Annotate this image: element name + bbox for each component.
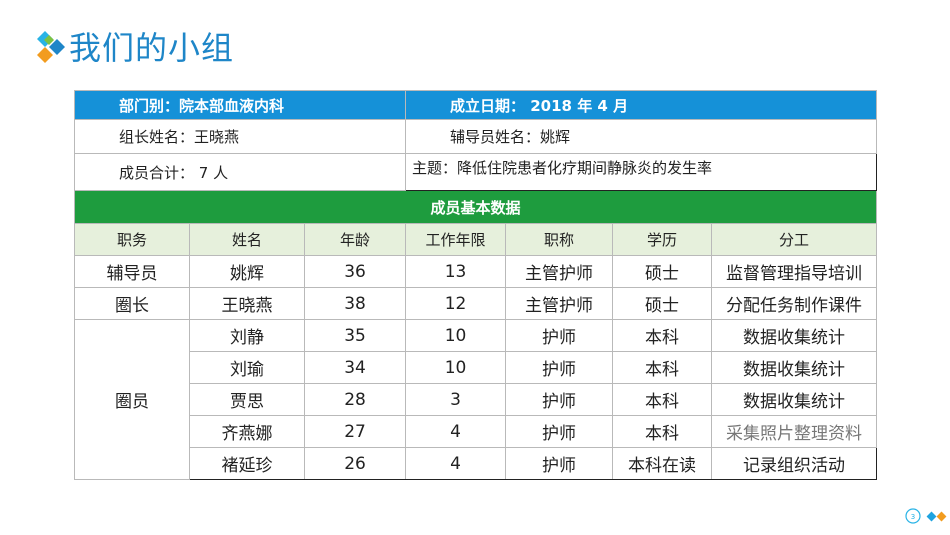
dept-cell: 部门别：院本部血液内科 — [73, 90, 407, 120]
role-cell: 辅导员 — [74, 255, 190, 288]
task-cell: 数据收集统计 — [711, 351, 878, 384]
task-cell: 采集照片整理资料 — [711, 415, 878, 448]
members-cell: 成员合计： 7 人 — [73, 153, 407, 191]
edu-cell: 本科 — [612, 351, 713, 384]
task-cell: 分配任务制作课件 — [711, 287, 878, 320]
age-cell: 26 — [303, 447, 407, 480]
title-cell: 护师 — [505, 447, 614, 480]
info-header-row: 部门别：院本部血液内科 成立日期： 2018 年 4 月 — [73, 90, 878, 120]
topic-cell: 主题：降低住院患者化疗期间静脉炎的发生率 — [405, 153, 878, 191]
title-cell: 护师 — [505, 415, 614, 448]
age-cell: 27 — [303, 415, 407, 448]
age-cell: 38 — [303, 287, 407, 320]
name-cell: 刘瑜 — [189, 351, 305, 384]
section-title-row: 成员基本数据 — [73, 190, 878, 224]
title-cell: 主管护师 — [505, 255, 614, 288]
page-number-badge: 3 — [905, 508, 921, 524]
column-header: 职务 — [74, 223, 190, 256]
title-cell: 护师 — [505, 383, 614, 416]
name-cell: 贾思 — [189, 383, 305, 416]
years-cell: 10 — [405, 319, 507, 352]
title-cell: 主管护师 — [505, 287, 614, 320]
decor-diamond-blue-icon — [926, 511, 937, 522]
years-cell: 13 — [405, 255, 507, 288]
age-cell: 36 — [303, 255, 407, 288]
years-cell: 10 — [405, 351, 507, 384]
name-cell: 褚延珍 — [189, 447, 305, 480]
title-cell: 护师 — [505, 351, 614, 384]
diamond-logo-icon — [37, 31, 65, 63]
name-cell: 齐燕娜 — [189, 415, 305, 448]
table-row: 贾思 28 3 护师 本科 数据收集统计 — [75, 383, 878, 416]
age-cell: 35 — [303, 319, 407, 352]
counselor-cell: 辅导员姓名：姚辉 — [405, 119, 878, 154]
edu-cell: 本科 — [612, 415, 713, 448]
column-header: 年龄 — [303, 223, 407, 256]
info-row: 组长姓名：王晓燕 辅导员姓名：姚辉 — [73, 119, 878, 154]
edu-cell: 硕士 — [612, 287, 713, 320]
group-table: 部门别：院本部血液内科 成立日期： 2018 年 4 月 组长姓名：王晓燕 辅导… — [73, 90, 878, 480]
role-cell: 圈长 — [74, 287, 190, 320]
column-header: 分工 — [711, 223, 878, 256]
years-cell: 3 — [405, 383, 507, 416]
column-header: 工作年限 — [405, 223, 507, 256]
title-cell: 护师 — [505, 319, 614, 352]
table-row: 圈员 刘静 35 10 护师 本科 数据收集统计 — [74, 319, 878, 480]
edu-cell: 硕士 — [612, 255, 713, 288]
age-cell: 34 — [303, 351, 407, 384]
edu-cell: 本科 — [612, 383, 713, 416]
date-cell: 成立日期： 2018 年 4 月 — [405, 90, 878, 120]
column-header: 姓名 — [189, 223, 305, 256]
column-header: 职称 — [505, 223, 614, 256]
decor-diamond-orange-icon — [936, 511, 947, 522]
column-header-row: 职务 姓名 年龄 工作年限 职称 学历 分工 — [74, 223, 878, 256]
column-header: 学历 — [612, 223, 713, 256]
table-row: 齐燕娜 27 4 护师 本科 采集照片整理资料 — [75, 415, 878, 448]
edu-cell: 本科在读 — [612, 447, 713, 480]
years-cell: 12 — [405, 287, 507, 320]
table-row: 褚延珍 26 4 护师 本科在读 记录组织活动 — [75, 447, 878, 480]
name-cell: 姚辉 — [189, 255, 305, 288]
leader-cell: 组长姓名：王晓燕 — [73, 119, 407, 154]
table-row: 刘瑜 34 10 护师 本科 数据收集统计 — [75, 351, 878, 384]
task-cell: 数据收集统计 — [711, 319, 878, 352]
role-cell: 圈员 — [74, 319, 190, 480]
page-number: 3 — [911, 513, 915, 521]
years-cell: 4 — [405, 447, 507, 480]
task-cell: 记录组织活动 — [711, 447, 878, 480]
edu-cell: 本科 — [612, 319, 713, 352]
years-cell: 4 — [405, 415, 507, 448]
table-row: 辅导员 姚辉 36 13 主管护师 硕士 监督管理指导培训 — [74, 255, 878, 288]
task-cell: 数据收集统计 — [711, 383, 878, 416]
name-cell: 刘静 — [189, 319, 305, 352]
name-cell: 王晓燕 — [189, 287, 305, 320]
age-cell: 28 — [303, 383, 407, 416]
table-row: 圈长 王晓燕 38 12 主管护师 硕士 分配任务制作课件 — [74, 287, 878, 320]
info-row: 成员合计： 7 人 主题：降低住院患者化疗期间静脉炎的发生率 — [73, 153, 878, 191]
page-title: 我们的小组 — [69, 29, 235, 67]
section-title: 成员基本数据 — [73, 190, 878, 224]
task-cell: 监督管理指导培训 — [711, 255, 878, 288]
